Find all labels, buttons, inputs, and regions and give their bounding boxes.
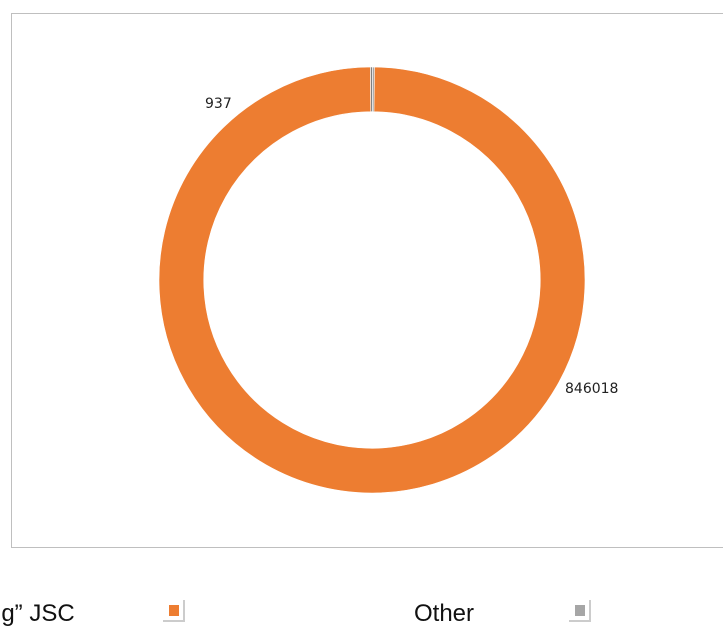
legend-label-jsc: ig” JSC [0, 600, 75, 627]
legend-swatch-jsc [163, 600, 185, 622]
chart-frame [11, 13, 723, 548]
legend-swatch-jsc-fill [169, 605, 179, 616]
legend-swatch-other-fill [575, 605, 585, 616]
donut-slice-2 [372, 66, 375, 113]
donut-slice-0 [158, 66, 586, 494]
legend-label-other: Other [414, 600, 475, 627]
slices-layer [158, 66, 586, 494]
data-label-main: 846018 [565, 381, 618, 397]
data-label-other: 937 [205, 96, 232, 112]
legend-swatch-other [569, 600, 591, 622]
